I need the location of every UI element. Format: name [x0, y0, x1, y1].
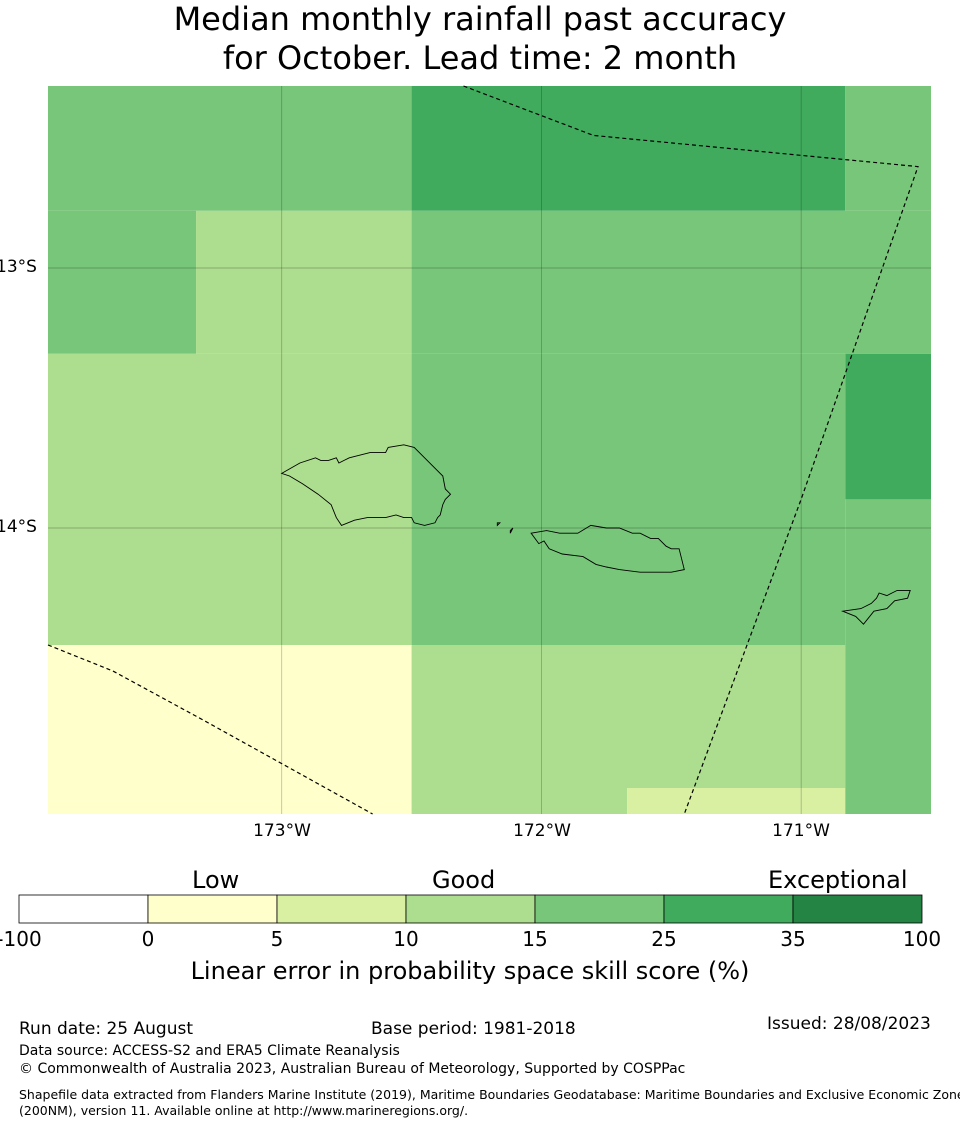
grid-cell-2	[845, 86, 931, 211]
eez-boundary-line	[463, 85, 919, 815]
colorbar-segment-5	[663, 894, 794, 924]
category-exceptional: Exceptional	[768, 866, 908, 894]
category-good: Good	[432, 866, 496, 894]
island-outline	[840, 589, 911, 625]
grid-cell-8	[845, 353, 931, 500]
title-line-1: Median monthly rainfall past accuracy	[173, 0, 787, 38]
colorbar-segment-0	[18, 894, 149, 924]
grid-cell-12	[411, 788, 628, 814]
grid-cell-13	[627, 788, 846, 814]
shapefile-credit-line-1: Shapefile data extracted from Flanders M…	[19, 1087, 960, 1102]
eez-boundaries	[47, 85, 919, 815]
colorbar-tick-label: 0	[141, 927, 155, 951]
colorbar-tick-label: -100	[0, 927, 42, 951]
island-outline	[530, 524, 685, 573]
map-canvas	[47, 85, 931, 815]
colorbar-tick-label: 15	[522, 927, 548, 951]
base-period: Base period: 1981-2018	[371, 1019, 576, 1039]
grid-cell-1	[411, 86, 846, 211]
colorbar	[18, 894, 923, 924]
colorbar-tick-label: 25	[651, 927, 677, 951]
skill-grid	[48, 86, 931, 814]
grid-cell-11	[411, 645, 846, 788]
lon-label-172w: 172°W	[513, 821, 571, 841]
grid-cell-7	[411, 353, 846, 645]
grid-cell-4	[196, 210, 412, 354]
grid-cell-3	[48, 210, 197, 354]
colorbar-tick-label: 10	[393, 927, 419, 951]
eez-boundary-line	[47, 644, 373, 815]
grid-cell-14	[845, 645, 931, 814]
island-outline	[509, 527, 514, 534]
map-title: Median monthly rainfall past accuracy fo…	[0, 0, 960, 78]
grid-cell-0	[48, 86, 412, 211]
shapefile-credit-line-2: (200NM), version 11. Available online at…	[19, 1103, 469, 1118]
lat-label-13s: 13°S	[0, 257, 37, 277]
lon-label-171w: 171°W	[772, 821, 830, 841]
grid-cell-5	[411, 210, 931, 354]
colorbar-segment-2	[276, 894, 407, 924]
grid-cell-9	[845, 499, 931, 645]
graticule	[48, 86, 931, 814]
colorbar-tick-label: 100	[902, 927, 942, 951]
lon-label-173w: 173°W	[253, 821, 311, 841]
data-source: Data source: ACCESS-S2 and ERA5 Climate …	[19, 1043, 400, 1059]
island-outline	[496, 522, 501, 527]
colorbar-segment-3	[405, 894, 536, 924]
colorbar-segment-1	[147, 894, 278, 924]
run-date: Run date: 25 August	[19, 1019, 193, 1039]
copyright: © Commonwealth of Australia 2023, Austra…	[19, 1061, 686, 1077]
island-outline	[280, 444, 452, 526]
colorbar-tick-label: 35	[780, 927, 806, 951]
colorbar-segment-4	[534, 894, 665, 924]
title-line-2: for October. Lead time: 2 month	[222, 39, 738, 77]
grid-cell-10	[48, 645, 412, 814]
lat-label-14s: 14°S	[0, 517, 37, 537]
colorbar-tick-label: 5	[270, 927, 284, 951]
colorbar-title: Linear error in probability space skill …	[190, 957, 750, 985]
category-low: Low	[192, 866, 240, 894]
grid-cell-6	[48, 353, 412, 645]
coastlines	[280, 444, 911, 625]
colorbar-segment-6	[792, 894, 923, 924]
issued-date: Issued: 28/08/2023	[767, 1014, 931, 1034]
